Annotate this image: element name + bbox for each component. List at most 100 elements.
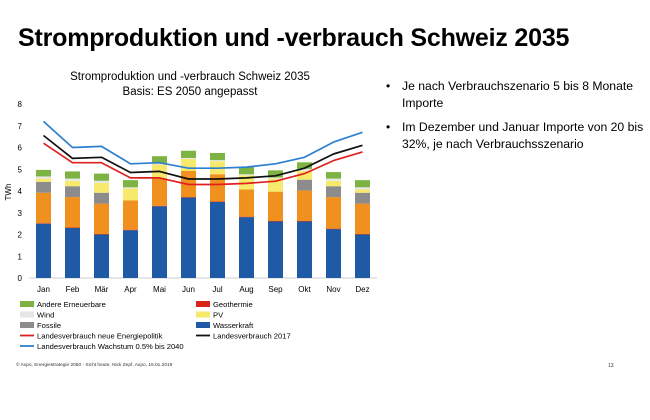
legend-swatch <box>196 301 210 307</box>
bar-segment <box>36 176 51 179</box>
x-tick-label: Jan <box>37 285 50 294</box>
bar-segment <box>123 230 138 278</box>
bar-segment <box>297 190 312 222</box>
bar-segment <box>210 201 225 202</box>
bar-segment <box>94 203 109 235</box>
bar-segment <box>355 187 370 190</box>
legend-label: Wind <box>37 311 54 320</box>
legend-label: Wasserkraft <box>213 321 254 330</box>
y-tick-label: 0 <box>18 274 23 283</box>
legend-label: Andere Erneuerbare <box>37 300 106 309</box>
bar-segment <box>355 189 370 193</box>
legend-label: Landesverbrauch 2017 <box>213 332 291 341</box>
bar-segment <box>36 192 51 224</box>
bar-segment <box>210 160 225 162</box>
legend-swatch <box>20 301 34 307</box>
bar-segment <box>36 223 51 224</box>
legend-swatch <box>20 322 34 328</box>
x-tick-label: Jul <box>212 285 222 294</box>
bar-segment <box>181 197 196 198</box>
bar-segment <box>36 178 51 182</box>
bar-segment <box>181 157 196 160</box>
legend-swatch <box>196 322 210 328</box>
y-tick-label: 1 <box>18 252 23 261</box>
bar-segment <box>297 221 312 278</box>
bar-segment <box>297 170 312 180</box>
legend-label: Fossile <box>37 321 61 330</box>
bar-segment <box>268 221 283 278</box>
series-line <box>42 134 363 180</box>
y-tick-label: 3 <box>18 209 23 218</box>
y-tick-label: 7 <box>18 122 23 131</box>
bar-segment <box>268 170 283 178</box>
bar-segment <box>152 205 167 207</box>
bar-segment <box>210 174 225 202</box>
bar-segment <box>239 189 254 217</box>
x-tick-label: Mai <box>153 285 166 294</box>
legend-label: Landesverbrauch Wachstum 0.5% bis 2040 <box>37 342 184 351</box>
x-tick-label: Dez <box>355 285 369 294</box>
bullet-item: Je nach Verbrauchszenario 5 bis 8 Monate… <box>382 78 644 112</box>
bar-segment <box>210 201 225 278</box>
bar-segment <box>94 173 109 181</box>
x-tick-label: Jun <box>182 285 195 294</box>
legend-swatch <box>196 311 210 318</box>
bar-segment <box>355 234 370 278</box>
bar-segment <box>326 180 341 187</box>
slide-title: Stromproduktion und -verbrauch Schweiz 2… <box>18 24 570 52</box>
bar-segment <box>297 179 312 191</box>
bar-segment <box>181 159 196 171</box>
bar-segment <box>152 206 167 278</box>
legend-label: PV <box>213 311 224 320</box>
bar-segment <box>355 203 370 235</box>
bullet-item: Im Dezember und Januar Importe von 20 bi… <box>382 119 644 153</box>
x-tick-label: Mär <box>95 285 109 294</box>
bar-segment <box>152 156 167 164</box>
legend-label: Geothermie <box>213 300 253 309</box>
bar-segment <box>268 177 283 179</box>
bar-segment <box>123 229 138 231</box>
bullet-list: Je nach Verbrauchszenario 5 bis 8 Monate… <box>382 78 644 160</box>
bar-segment <box>326 228 341 230</box>
x-tick-label: Aug <box>239 285 253 294</box>
bar-segment <box>152 163 167 165</box>
bar-segment <box>239 167 254 175</box>
bar-segment <box>326 186 341 198</box>
chart-subtitle: Basis: ES 2050 angepasst <box>123 86 259 98</box>
bar-segment <box>65 171 80 179</box>
x-tick-label: Nov <box>326 285 340 294</box>
bar-segment <box>94 234 109 278</box>
bar-segment <box>94 180 109 183</box>
bar-segment <box>152 178 167 206</box>
series-line <box>43 142 363 186</box>
bar-segment <box>239 174 254 176</box>
bar-segment <box>268 191 283 222</box>
bar-segment <box>297 168 312 171</box>
bar-segment <box>123 188 138 201</box>
bar-segment <box>65 227 80 229</box>
bar-segment <box>239 217 254 278</box>
bar-segment <box>123 187 138 189</box>
y-tick-label: 5 <box>18 165 23 174</box>
chart-title: Stromproduktion und -verbrauch Schweiz 2… <box>70 71 310 83</box>
page-number: 13 <box>608 363 614 369</box>
x-tick-label: Feb <box>66 285 80 294</box>
bar-segment <box>65 197 80 228</box>
y-tick-label: 4 <box>18 187 23 196</box>
bar-segment <box>65 186 80 198</box>
bar-segment <box>326 229 341 278</box>
bar-segment <box>297 221 312 222</box>
legend-label: Landesverbrauch neue Energiepolitik <box>37 332 163 341</box>
bar-segment <box>326 197 341 229</box>
x-tick-label: Apr <box>124 285 137 294</box>
bar-segment <box>36 169 51 177</box>
bar-segment <box>36 223 51 278</box>
bar-segment <box>123 200 138 230</box>
bar-segment <box>355 234 370 235</box>
legend-swatch <box>20 311 34 318</box>
y-tick-label: 8 <box>18 100 23 109</box>
bar-segment <box>297 162 312 169</box>
bar-segment <box>326 178 341 181</box>
y-axis-label: TWh <box>4 184 13 201</box>
